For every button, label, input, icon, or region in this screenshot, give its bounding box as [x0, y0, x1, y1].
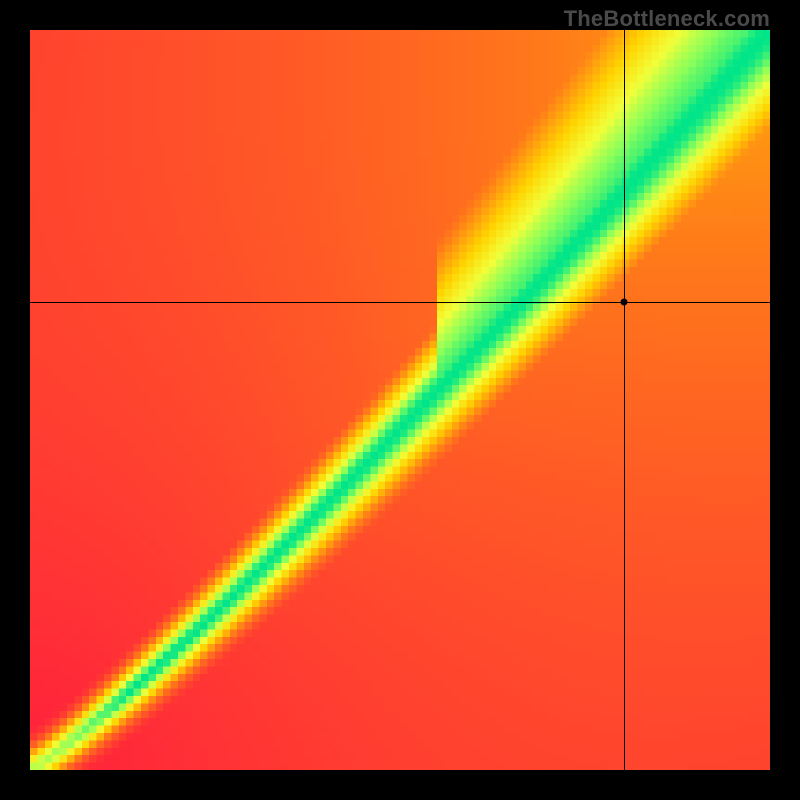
crosshair-horizontal — [30, 302, 770, 303]
heatmap-plot — [30, 30, 770, 770]
watermark-text: TheBottleneck.com — [564, 6, 770, 32]
crosshair-vertical — [624, 30, 625, 770]
intersection-marker — [621, 299, 628, 306]
heatmap-canvas — [30, 30, 770, 770]
chart-frame: TheBottleneck.com — [0, 0, 800, 800]
